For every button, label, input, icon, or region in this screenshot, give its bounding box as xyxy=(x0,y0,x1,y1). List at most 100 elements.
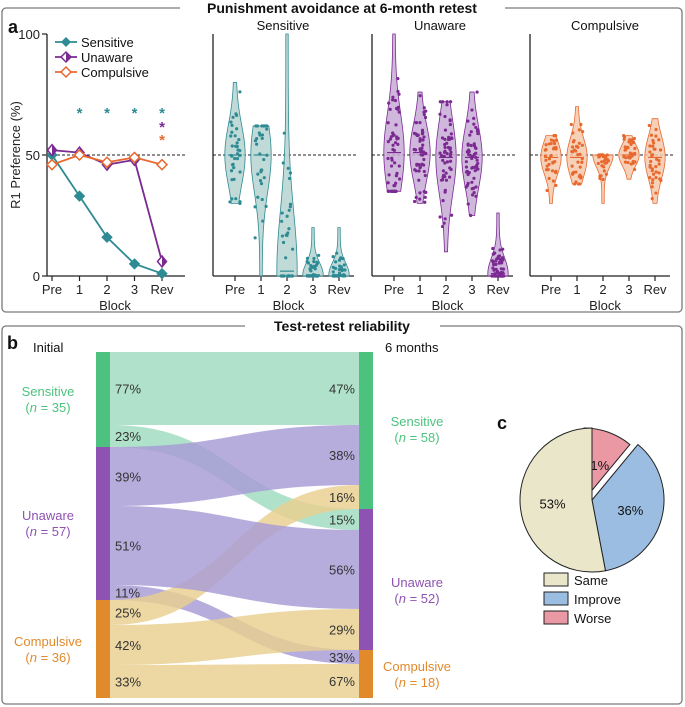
violin-point xyxy=(569,122,573,127)
line-point-sensitive xyxy=(128,258,141,270)
violin-point xyxy=(649,159,653,164)
violin-point xyxy=(475,128,480,132)
line-point-sensitive xyxy=(73,190,86,202)
violin-point xyxy=(316,274,320,278)
violin-point xyxy=(441,158,445,163)
violin-point xyxy=(389,164,394,168)
sankey-right-node-name: Unaware xyxy=(391,575,443,590)
violin-point xyxy=(580,143,584,147)
violin-point xyxy=(386,121,390,125)
violin-point xyxy=(654,164,658,169)
sankey-right-title: 6 months xyxy=(385,340,439,355)
sankey-left-node xyxy=(96,600,110,698)
violin-point xyxy=(658,148,663,152)
violin-point xyxy=(606,159,611,163)
violin-point xyxy=(657,171,661,175)
violin-point xyxy=(441,173,446,177)
violin-point xyxy=(551,179,555,183)
violin-point xyxy=(632,136,637,141)
violin-point xyxy=(280,274,284,278)
violin-point xyxy=(549,154,553,158)
violin-point xyxy=(547,142,551,146)
violin-point xyxy=(469,130,473,134)
violin-point xyxy=(442,154,446,158)
violin-point xyxy=(500,274,504,278)
line-x-axis-label: Block xyxy=(99,298,131,313)
violin-point xyxy=(495,257,499,261)
violin-point xyxy=(602,169,606,173)
violin-point xyxy=(341,257,345,261)
sankey-n-value: = 36) xyxy=(37,650,71,665)
sankey-flow xyxy=(110,664,359,698)
violin-point xyxy=(394,123,398,127)
panel-b-title: Test-retest reliability xyxy=(274,318,410,334)
violin-point xyxy=(264,204,268,208)
sankey-n-value: = 35) xyxy=(37,400,71,415)
violin-point xyxy=(551,139,556,143)
violin-point xyxy=(469,143,473,148)
violin-point xyxy=(647,123,651,128)
violin-point xyxy=(657,159,661,163)
line-legend-label: Sensitive xyxy=(81,35,134,50)
violin-x-tick-label: 3 xyxy=(625,282,632,297)
violin-point xyxy=(339,273,343,278)
violin-point xyxy=(421,138,425,142)
violin-point xyxy=(393,161,397,165)
violin-point xyxy=(648,144,652,148)
violin-point xyxy=(238,90,242,94)
violin-point xyxy=(445,160,450,164)
violin-point xyxy=(474,185,478,189)
violin-point xyxy=(414,121,418,125)
sankey-left-node-count: (n = 35) xyxy=(25,400,70,415)
line-y-axis-label: R1 Preference (%) xyxy=(8,101,23,209)
violin-point xyxy=(648,176,652,180)
violin-point xyxy=(580,160,584,164)
violin-point xyxy=(255,142,259,146)
sankey-left-percent: 23% xyxy=(115,429,141,444)
violin-point xyxy=(287,176,292,181)
violin-point xyxy=(443,128,448,132)
violin-point xyxy=(415,162,419,166)
line-significance-star: * xyxy=(104,105,110,122)
violin-point xyxy=(651,178,655,182)
violin-x-tick-label: 3 xyxy=(468,282,475,297)
sankey-left-percent: 33% xyxy=(115,675,141,690)
violin-point xyxy=(470,166,474,170)
line-x-tick-label: 1 xyxy=(76,282,83,297)
violin-point xyxy=(438,112,442,116)
sankey-left-node-name: Sensitive xyxy=(22,384,75,399)
violin-point xyxy=(501,258,505,262)
violin-point xyxy=(631,159,635,164)
violin-x-axis-label: Block xyxy=(589,298,621,313)
violin-title: Compulsive xyxy=(571,18,639,33)
violin-point xyxy=(438,215,442,219)
violin-point xyxy=(338,264,342,268)
violin-point xyxy=(230,154,234,158)
violin-point xyxy=(438,151,442,155)
violin-point xyxy=(632,152,636,156)
sankey-n-symbol: n xyxy=(30,650,37,665)
violin-point xyxy=(491,266,495,270)
violin-point xyxy=(472,190,476,195)
violin-point xyxy=(576,160,580,164)
sankey-right-node xyxy=(359,509,373,650)
violin-point xyxy=(413,168,417,172)
violin-point xyxy=(598,174,602,178)
violin-point xyxy=(449,167,453,172)
violin-point xyxy=(652,147,656,151)
line-point-compulsive xyxy=(73,148,86,162)
violin-point xyxy=(412,131,417,135)
violin-point xyxy=(342,273,346,277)
violin-point xyxy=(491,246,495,251)
violin-point xyxy=(238,149,242,153)
violin-point xyxy=(337,271,342,275)
pie-legend-label: Same xyxy=(574,573,608,588)
violin-point xyxy=(258,179,263,183)
violin-x-tick-label: Pre xyxy=(541,282,561,297)
violin-point xyxy=(628,156,632,160)
violin-point xyxy=(659,178,663,183)
violin-point xyxy=(470,193,475,197)
violin-point xyxy=(259,182,264,186)
